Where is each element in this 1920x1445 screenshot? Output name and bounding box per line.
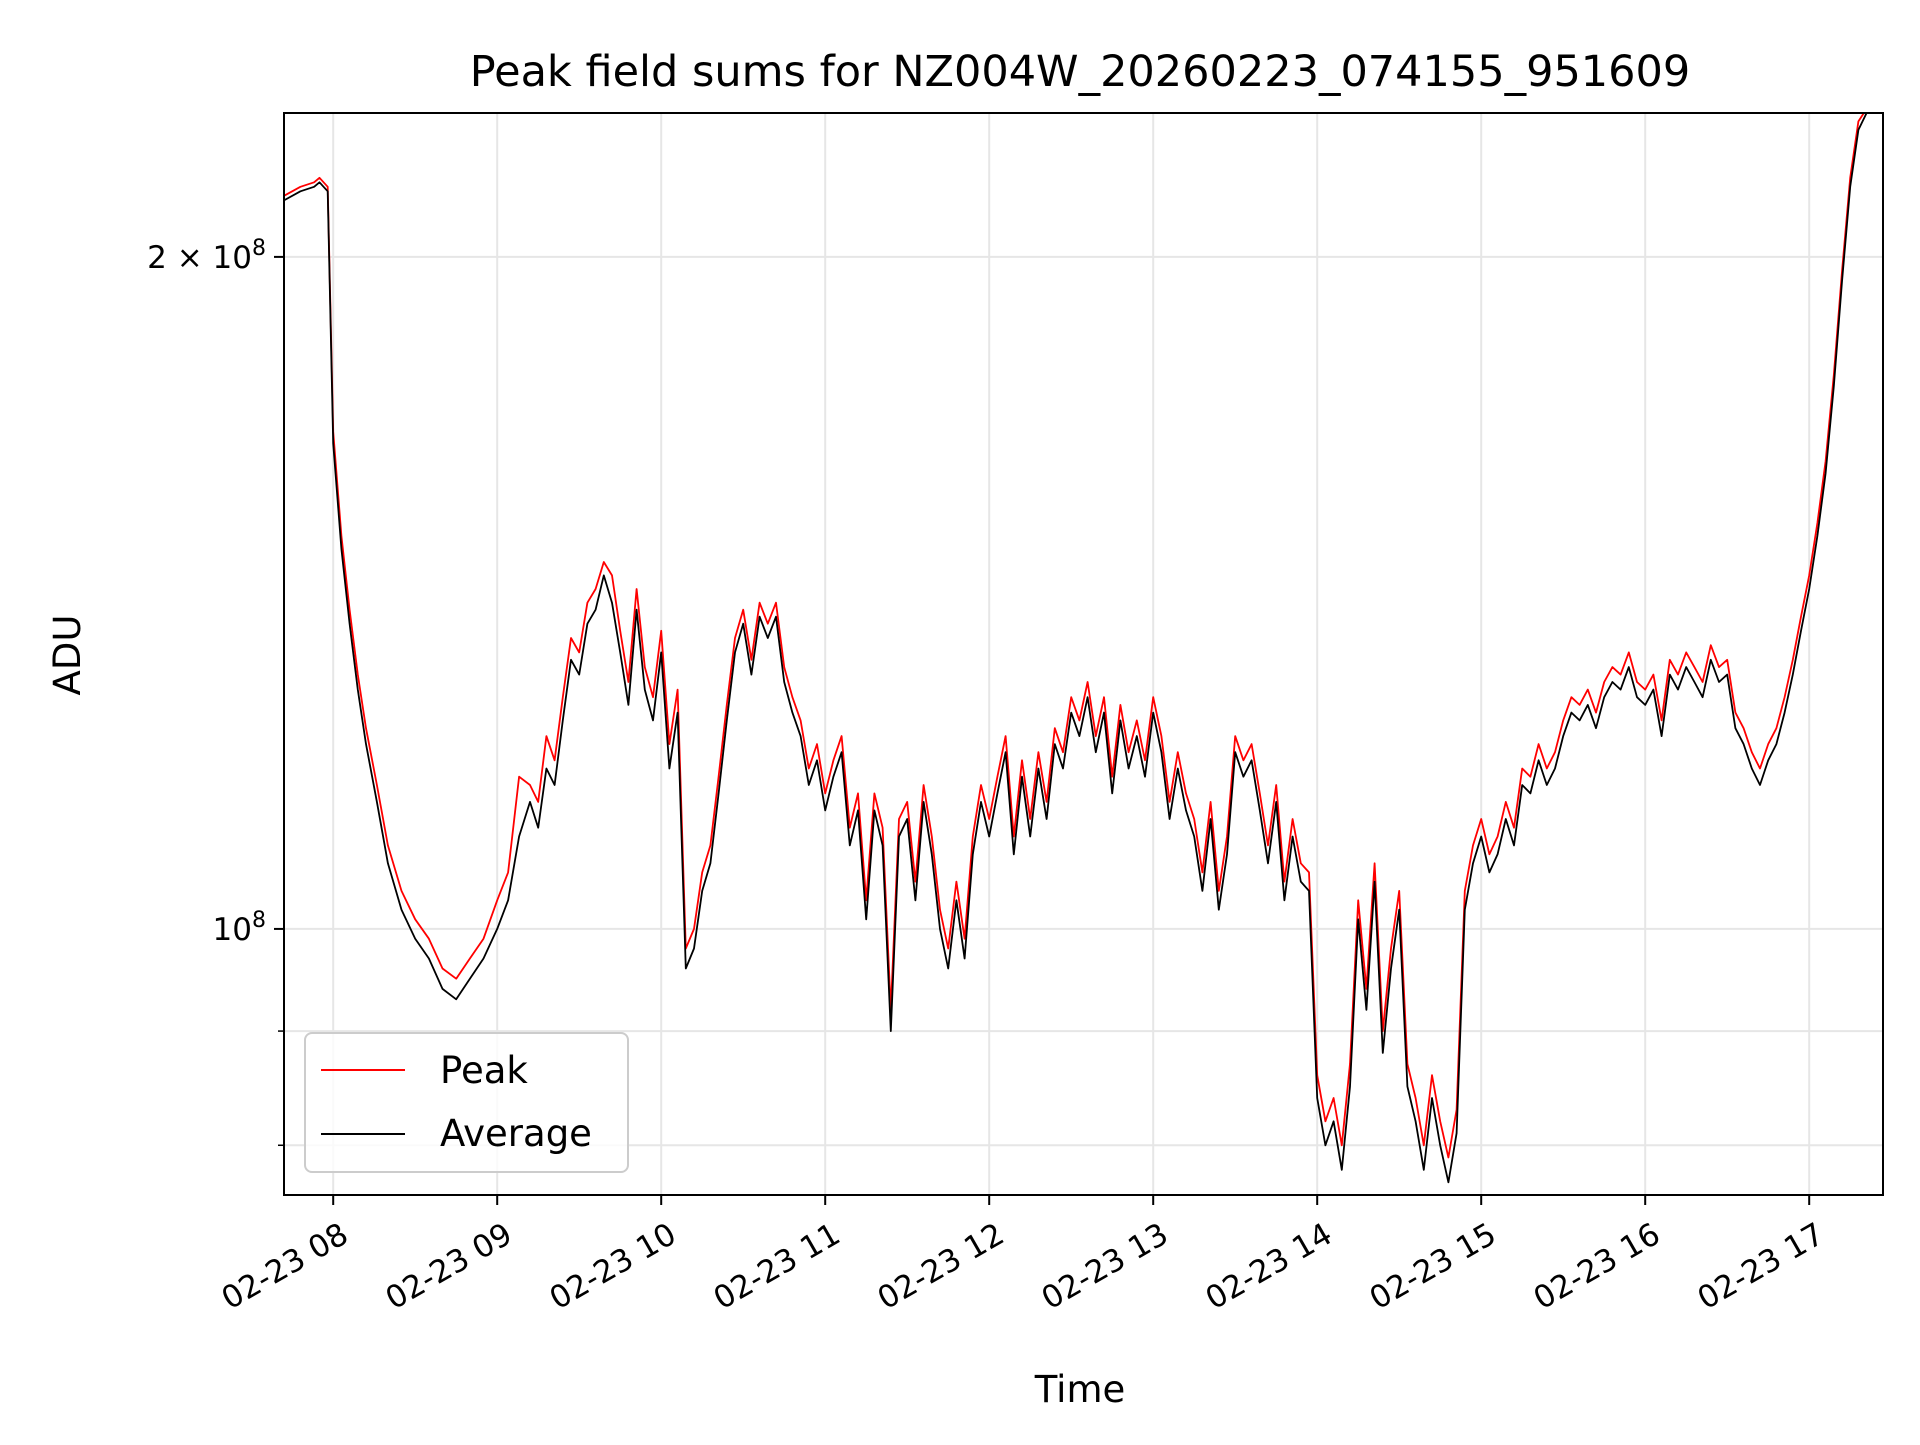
y-axis-label: ADU [46,615,89,696]
legend-label-peak: Peak [440,1049,528,1092]
legend: Peak Average [304,1032,629,1173]
legend-label-average: Average [440,1112,592,1155]
plot-frame [283,112,1884,1196]
y-tick-label: 2 × 108 [147,236,266,276]
series-line-peak [284,113,1865,1159]
grid-layer [284,113,1883,1195]
series-layer [284,113,1868,1184]
legend-frame [304,1032,629,1173]
y-tick-label: 108 [213,908,266,948]
chart-title: Peak field sums for NZ004W_20260223_0741… [470,47,1691,97]
series-line-average [284,113,1868,1184]
x-axis-label: Time [1034,1368,1126,1411]
